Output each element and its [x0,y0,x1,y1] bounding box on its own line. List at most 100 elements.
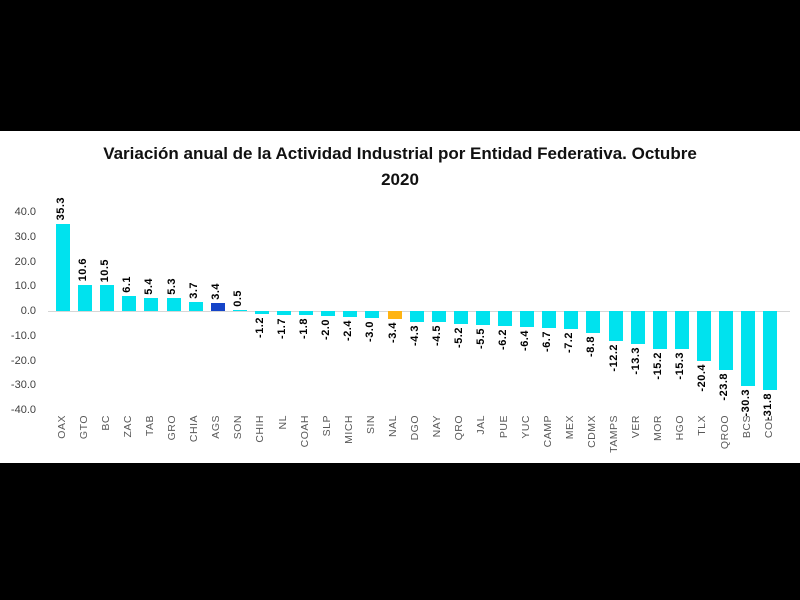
y-axis-tick-label: 30.0 [14,230,36,243]
category-label-MOR: MOR [652,415,665,441]
value-label-MOR: -15.2 [651,351,664,380]
bar-SIN [365,311,380,319]
bar-GRO [166,297,181,311]
category-label-SIN: SIN [364,415,377,435]
category-label-DGO: DGO [409,415,422,441]
value-label-CHIH: -1.2 [253,316,266,338]
category-label-AGS: AGS [210,415,223,439]
value-label-JAL: -5.5 [474,327,487,349]
value-label-QRO: -5.2 [452,326,465,348]
category-label-TAB: TAB [143,415,156,437]
y-axis-tick-label: -40.0 [10,404,36,416]
bar-NAY [431,311,446,323]
bar-BCS [741,311,756,386]
value-label-CHIA: 3.7 [187,282,200,299]
value-label-NAL: -3.4 [386,322,399,344]
category-label-COL: COL [762,415,775,439]
value-label-NL: -1.7 [276,318,288,340]
category-label-BCS: BCS [740,415,753,439]
bar-GTO [78,284,93,311]
value-label-BC: 10.5 [99,258,112,283]
value-label-VER: -13.3 [629,346,642,375]
value-label-GRO: 5.3 [165,278,178,295]
bar-CDMX [586,311,601,333]
y-axis-tick-label: -10.0 [10,329,36,342]
bar-COL [763,311,778,390]
value-label-CDMX: -8.8 [585,335,598,357]
bar-COAH [299,311,314,316]
category-label-ZAC: ZAC [121,415,134,438]
bar-SON [232,309,247,311]
bar-BC [100,285,115,311]
bar-JAL [475,311,490,325]
category-label-NAY: NAY [431,415,444,438]
bar-TLX [696,311,711,362]
category-label-OAX: OAX [55,415,68,439]
category-label-TAMPS: TAMPS [608,415,620,453]
value-label-COAH: -1.8 [298,318,311,340]
category-label-SON: SON [232,415,245,440]
value-label-SON: 0.5 [231,289,244,307]
category-label-NAL: NAL [387,415,399,437]
y-axis-tick-label: -30.0 [10,379,36,392]
category-label-GRO: GRO [166,415,178,441]
value-label-YUC: -6.4 [519,329,532,351]
value-label-ZAC: 6.1 [121,276,134,293]
bar-HGO [674,311,689,349]
category-label-HGO: HGO [674,415,687,441]
y-axis-tick-label: 10.0 [14,280,36,293]
bar-CHIH [254,311,269,314]
category-label-CHIA: CHIA [188,415,201,443]
category-label-GTO: GTO [77,415,90,440]
bar-NAL [387,311,402,320]
category-label-CDMX: CDMX [585,415,598,448]
value-label-SIN: -3.0 [364,321,377,343]
value-label-MEX: -7.2 [563,331,576,353]
value-label-QROO: -23.8 [718,372,730,401]
category-label-VER: VER [630,415,643,439]
chart-title-line2: 2020 [381,170,419,190]
bar-TAB [144,297,159,311]
bar-SLP [321,311,336,316]
value-label-AGS: 3.4 [209,282,222,300]
bar-YUC [520,311,535,327]
bar-CAMP [542,311,557,328]
value-label-DGO: -4.3 [408,324,421,346]
y-axis-tick-label: 20.0 [14,255,36,268]
bar-QRO [453,311,468,324]
value-label-OAX: 35.3 [55,197,67,221]
value-label-TAB: 5.4 [143,277,156,295]
chart-title-line1: Variación anual de la Actividad Industri… [103,144,697,163]
category-label-MEX: MEX [563,415,576,440]
value-label-MICH: -2.4 [342,319,355,341]
bar-AGS [210,302,225,311]
category-label-JAL: JAL [475,415,488,435]
category-label-QROO: QROO [718,415,731,450]
value-label-HGO: -15.3 [673,351,686,380]
category-label-MICH: MICH [342,415,355,444]
value-label-CAMP: -6.7 [541,330,554,352]
bar-NL [277,311,291,316]
y-axis-tick-label: -20.0 [10,354,36,367]
y-axis-tick-label: 40.0 [14,206,36,218]
bar-CHIA [188,301,203,311]
chart-panel: Variación anual de la Actividad Industri… [0,131,800,463]
value-label-NAY: -4.5 [430,325,443,347]
category-label-PUE: PUE [497,415,510,439]
plot-area: 40.0 30.0 20.0 10.0 0.0 -10.0 -20.0 -30.0 -40.0 3… [0,131,800,463]
bar-MOR [652,311,667,349]
category-label-TLX: TLX [696,415,709,436]
category-label-BC: BC [99,415,112,431]
value-label-TAMPS: -12.2 [607,344,620,372]
category-label-QRO: QRO [453,415,466,441]
value-label-PUE: -6.2 [497,329,509,351]
bar-MEX [564,311,579,329]
value-label-TLX: -20.4 [695,364,708,393]
chart-title: Variación anual de la Actividad Industri… [60,141,740,194]
bar-VER [630,311,645,344]
bar-OAX [56,223,70,311]
bar-MICH [343,311,358,317]
bar-TAMPS [608,311,623,342]
value-label-GTO: 10.6 [77,258,90,282]
